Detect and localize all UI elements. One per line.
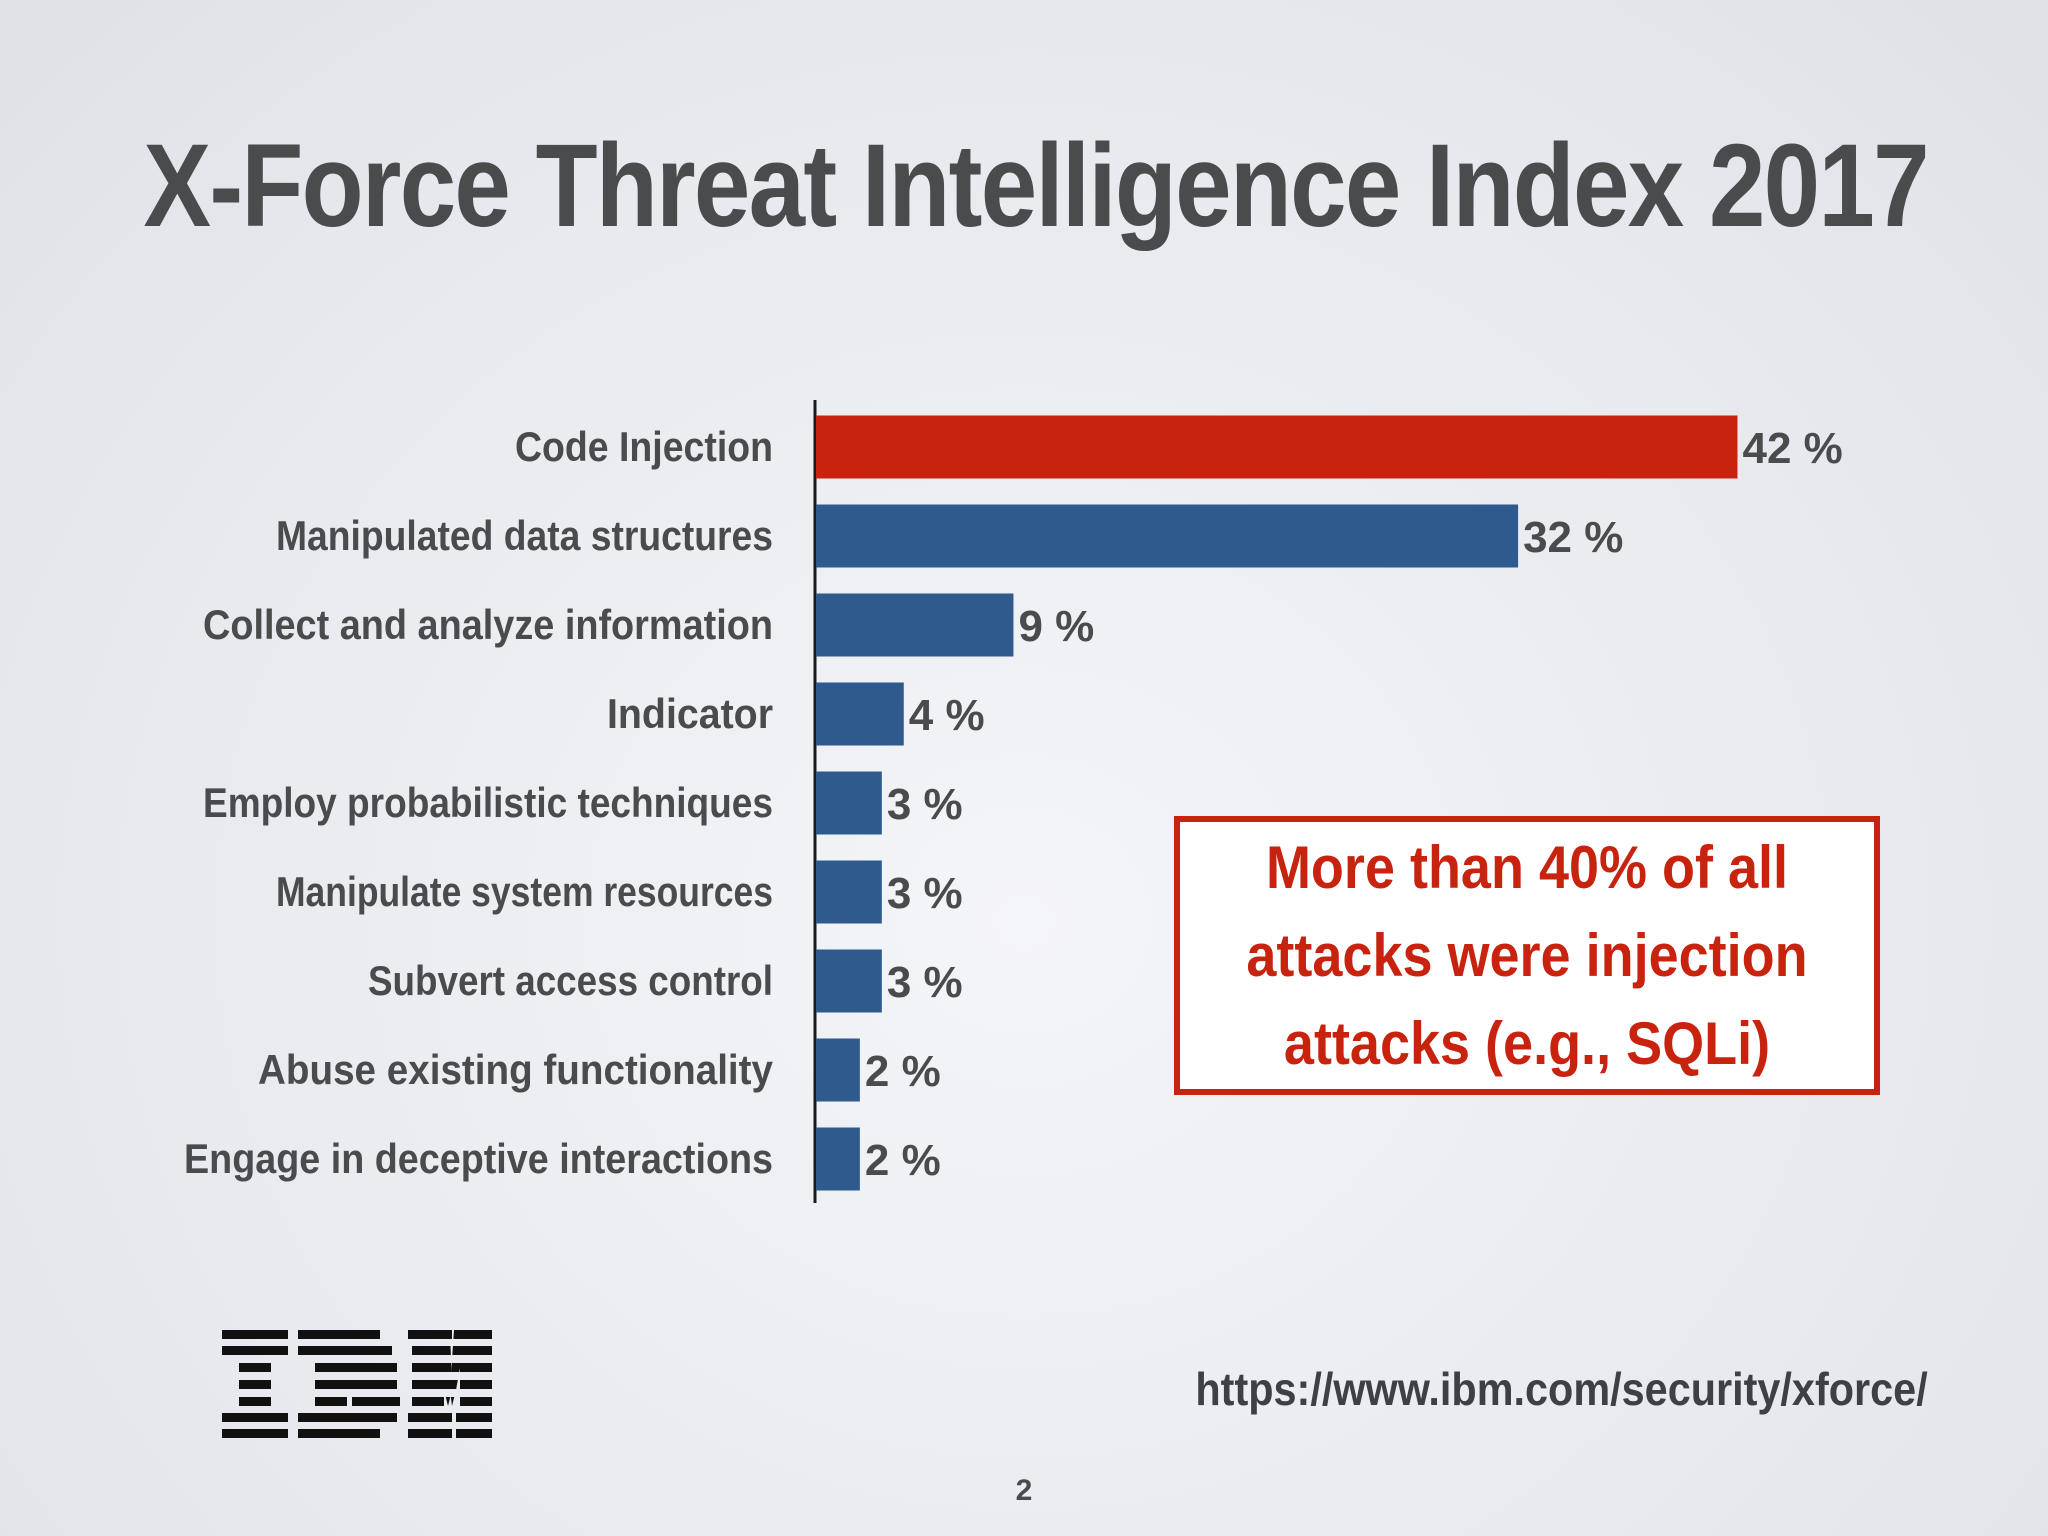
category-label-9: Engage in deceptive interactions bbox=[184, 1135, 773, 1182]
bar-7 bbox=[816, 949, 882, 1013]
category-label-1: Code Injection bbox=[515, 423, 773, 470]
bar-9 bbox=[816, 1127, 860, 1191]
slide-title: X-Force Threat Intelligence Index 2017 bbox=[143, 120, 1929, 252]
callout-text: More than 40% of all attacks were inject… bbox=[1246, 833, 1808, 1077]
value-label-2: 32 % bbox=[1523, 513, 1623, 562]
category-label-5: Employ probabilistic techniques bbox=[203, 779, 773, 826]
bar-4 bbox=[816, 682, 904, 746]
category-label-4: Indicator bbox=[607, 690, 773, 737]
bar-1 bbox=[816, 415, 1738, 479]
category-label-7: Subvert access control bbox=[368, 957, 773, 1004]
page-number: 2 bbox=[1015, 1474, 1033, 1507]
category-label-3: Collect and analyze information bbox=[203, 601, 773, 648]
ibm-logo bbox=[222, 1330, 492, 1438]
value-label-6: 3 % bbox=[887, 869, 963, 918]
value-label-3: 9 % bbox=[1018, 602, 1094, 651]
category-label-8: Abuse existing functionality bbox=[258, 1046, 774, 1093]
value-label-7: 3 % bbox=[887, 958, 963, 1007]
bar-3 bbox=[816, 593, 1014, 657]
category-label-2: Manipulated data structures bbox=[276, 512, 773, 559]
value-label-1: 42 % bbox=[1742, 424, 1842, 473]
value-label-4: 4 % bbox=[909, 691, 985, 740]
value-label-5: 3 % bbox=[887, 780, 963, 829]
value-label-9: 2 % bbox=[865, 1136, 941, 1185]
category-label-6: Manipulate system resources bbox=[276, 868, 773, 915]
bar-5 bbox=[816, 771, 882, 835]
value-label-8: 2 % bbox=[865, 1047, 941, 1096]
bar-6 bbox=[816, 860, 882, 924]
bar-chart: Code Injection 42 % Manipulated data struc… bbox=[184, 400, 1843, 1203]
bar-8 bbox=[816, 1038, 860, 1102]
callout-box: More than 40% of all attacks were inject… bbox=[1174, 816, 1880, 1095]
source-url: https://www.ibm.com/security/xforce/ bbox=[1195, 1363, 1928, 1415]
bar-2 bbox=[816, 504, 1519, 568]
